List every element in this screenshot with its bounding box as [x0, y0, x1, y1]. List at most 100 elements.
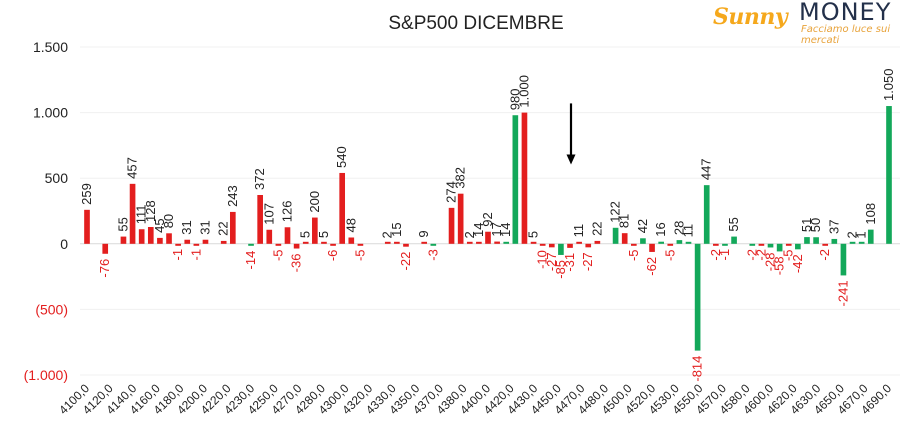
bar [831, 238, 838, 244]
bar [530, 241, 537, 244]
bar [430, 243, 437, 246]
data-label: 2 [845, 231, 860, 238]
data-label: 14 [471, 222, 486, 236]
data-label: -5 [662, 249, 677, 261]
bar [275, 243, 282, 246]
y-axis: 1.500 1.000 500 0 (500) (1.000) [24, 39, 69, 383]
bar [649, 243, 655, 252]
data-label: 980 [507, 89, 522, 111]
bar [403, 243, 409, 247]
data-label: -42 [790, 254, 805, 273]
data-label: 9 [416, 230, 431, 237]
bar [713, 243, 719, 246]
y-tick-label: 1.500 [33, 39, 68, 55]
data-label: -2 [753, 249, 768, 261]
bar [694, 243, 701, 351]
data-label: 45 [152, 218, 167, 232]
bar [102, 243, 109, 254]
data-label: -2 [744, 249, 759, 261]
arrow-head [566, 154, 576, 165]
data-label: -2 [817, 249, 832, 261]
data-label: -2 [708, 249, 723, 261]
bar [558, 243, 564, 255]
bar [448, 207, 455, 244]
bar [476, 241, 482, 244]
bar [229, 211, 236, 244]
data-label: 42 [635, 219, 650, 233]
bar [266, 229, 273, 244]
bar [858, 241, 865, 244]
bar [685, 241, 692, 244]
data-label: 540 [334, 146, 349, 168]
data-label: 107 [261, 203, 276, 225]
bar [175, 243, 181, 246]
data-label: 1.050 [881, 68, 896, 101]
data-label: -58 [772, 256, 787, 275]
bar [849, 241, 856, 244]
bar [749, 243, 756, 246]
bar [731, 236, 737, 244]
data-label: 259 [79, 183, 94, 205]
data-label: 200 [307, 191, 322, 213]
data-label: -5 [352, 249, 367, 261]
bar [84, 209, 90, 244]
data-label: 122 [608, 201, 623, 223]
bar [202, 239, 209, 244]
data-label: 51 [799, 218, 814, 232]
data-label: 80 [161, 214, 176, 228]
bar [494, 241, 500, 244]
bar [722, 243, 728, 246]
logo-word-money: MONEY [799, 0, 892, 26]
data-label: 92 [480, 212, 495, 226]
data-label: 55 [115, 217, 130, 231]
bar [667, 243, 674, 246]
bar [612, 227, 619, 244]
data-label: -27 [580, 252, 595, 271]
bar [193, 243, 200, 246]
data-label: 28 [671, 221, 686, 235]
bar [184, 239, 191, 244]
bar [539, 243, 546, 246]
data-label: 48 [343, 218, 358, 232]
y-tick-label: (1.000) [24, 367, 68, 383]
data-label: 22 [589, 221, 604, 235]
data-label: 16 [653, 222, 668, 236]
chart-title: S&P500 DICEMBRE [388, 13, 563, 34]
bar [129, 183, 136, 244]
bar [157, 237, 163, 244]
bar [576, 241, 582, 244]
bar [567, 243, 573, 248]
data-label: -62 [644, 257, 659, 276]
data-label: 126 [280, 201, 295, 223]
bar [330, 243, 336, 246]
data-label: -27 [544, 252, 559, 271]
bar [421, 241, 428, 244]
data-label: 55 [726, 217, 741, 231]
bar [348, 237, 355, 244]
bar [321, 241, 327, 244]
data-label: 372 [252, 168, 267, 190]
bar [767, 243, 774, 248]
bar [384, 241, 391, 244]
bar [220, 240, 227, 244]
bar [147, 227, 154, 244]
data-label: -31 [562, 253, 577, 272]
data-label: 5 [316, 231, 331, 238]
data-label: 382 [453, 167, 468, 189]
bars [84, 106, 892, 351]
y-tick-label: (500) [35, 301, 68, 317]
data-label: 1 [854, 231, 869, 238]
y-tick-label: 1.000 [33, 105, 68, 121]
bar [658, 241, 664, 244]
bar [138, 229, 145, 244]
bar [394, 241, 400, 244]
y-tick-label: 0 [60, 236, 68, 252]
bar [867, 229, 874, 244]
data-label: 31 [179, 220, 194, 234]
data-label: 2 [462, 231, 477, 238]
bar [248, 243, 254, 246]
data-label: -1 [717, 249, 732, 261]
bar [521, 112, 528, 244]
